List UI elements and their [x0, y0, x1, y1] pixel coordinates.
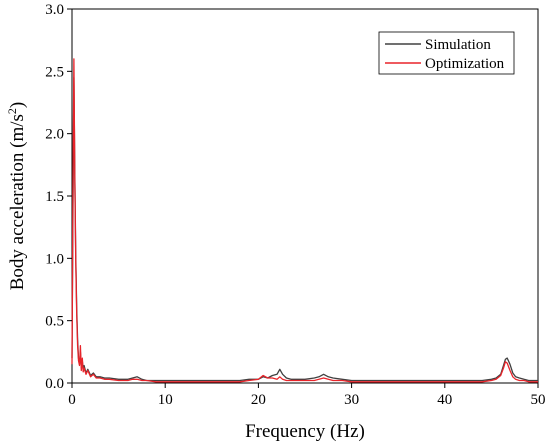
x-tick-label: 10: [158, 392, 173, 408]
series-line-optimization: [71, 58, 538, 383]
legend-box: [378, 31, 515, 75]
x-tick-label: 40: [437, 392, 452, 408]
x-tick-label: 30: [344, 392, 359, 408]
y-tick-label: 0.5: [45, 314, 64, 330]
y-tick-label: 1.0: [45, 251, 64, 267]
series-layer: [71, 58, 538, 383]
series-line-simulation: [71, 76, 538, 382]
legend: Simulation Optimization: [378, 31, 515, 75]
y-tick-label: 1.5: [45, 189, 64, 205]
y-tick-label: 2.0: [45, 127, 64, 143]
legend-label-simulation: Simulation: [425, 37, 491, 53]
legend-label-optimization: Optimization: [425, 56, 505, 72]
x-tick-label: 0: [68, 392, 76, 408]
x-tick-label: 20: [251, 392, 266, 408]
y-tick-label: 3.0: [45, 2, 64, 18]
y-tick-label: 0.0: [45, 376, 64, 392]
x-tick-label: 50: [531, 392, 546, 408]
ticks: 0 10 20 30 40 50 0.0 0.5 1.0 1.5 2.0 2.5 3.0: [45, 2, 545, 408]
y-tick-label: 2.5: [45, 64, 64, 80]
y-axis-title-superscript: 2: [5, 108, 19, 114]
y-axis-title: Body acceleration (m/s2): [5, 102, 28, 291]
x-axis-title: Frequency (Hz): [245, 421, 365, 442]
